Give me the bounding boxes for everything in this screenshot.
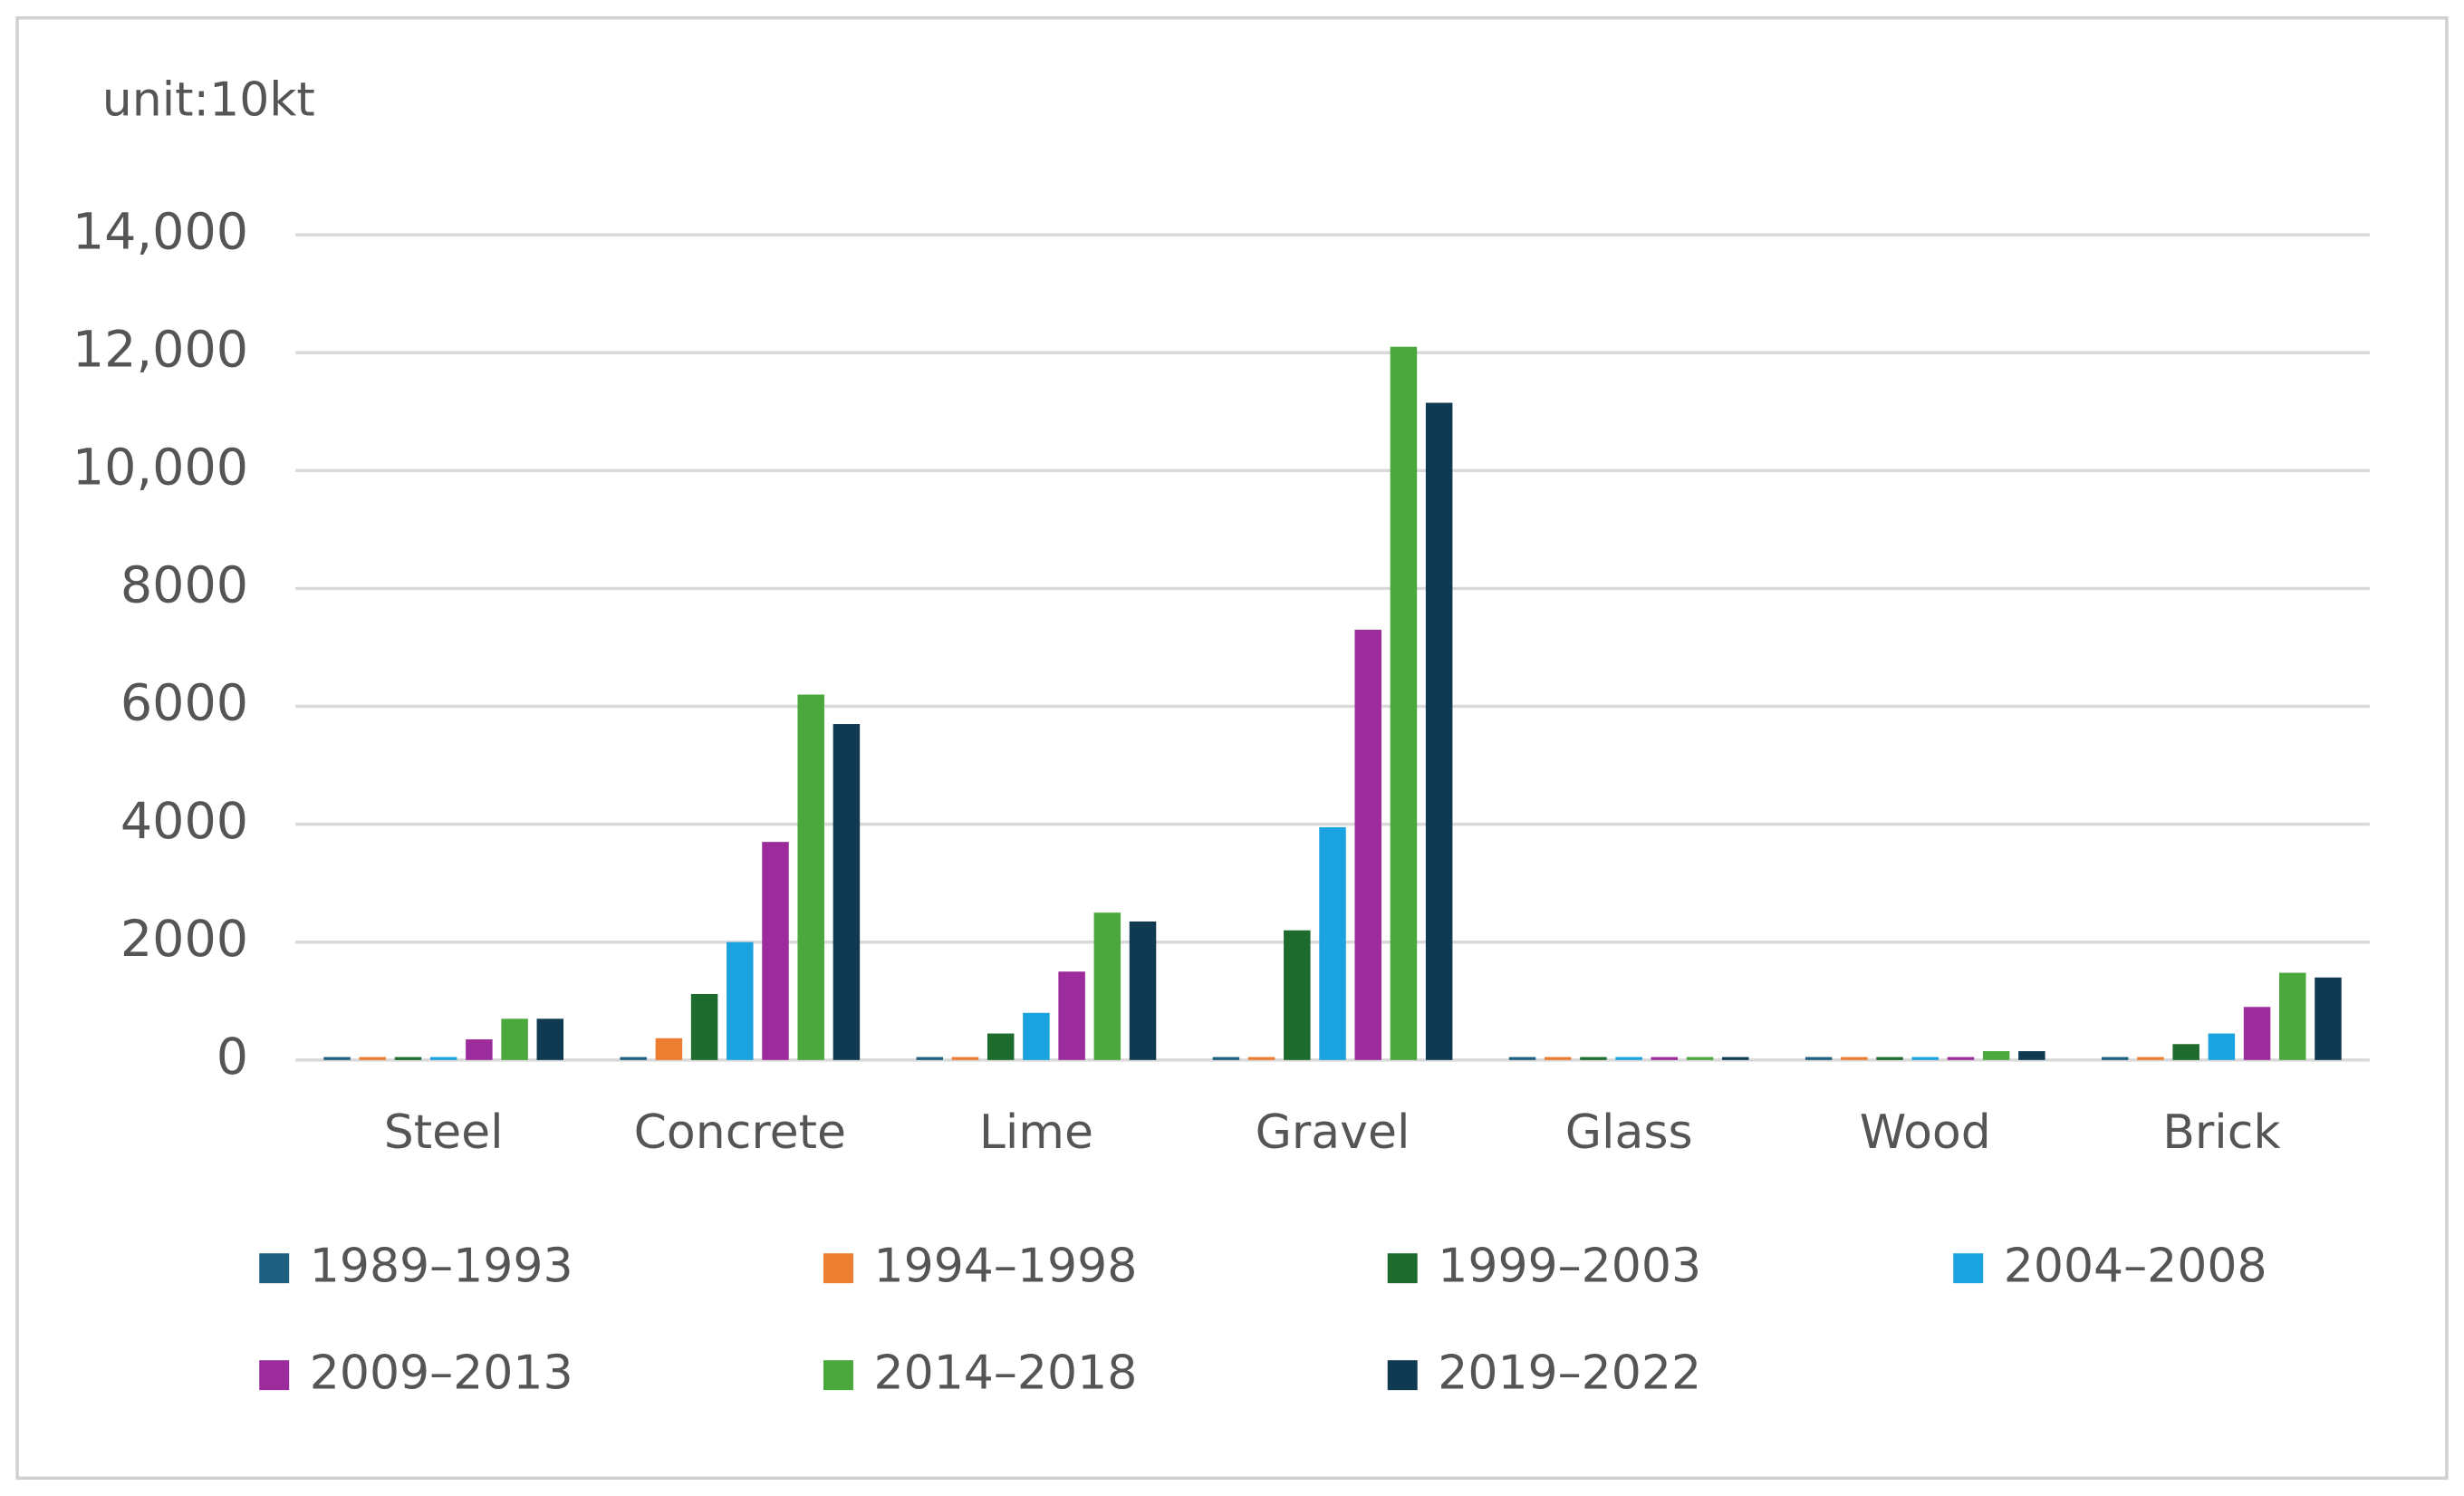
legend-swatch <box>259 1253 290 1284</box>
bar <box>1129 921 1157 1060</box>
legend-label: 2009–2013 <box>310 1346 573 1401</box>
y-tick-label: 6000 <box>120 674 248 733</box>
bar <box>1319 826 1346 1060</box>
legend-label: 2014–2018 <box>873 1346 1137 1401</box>
bar <box>797 694 824 1060</box>
legend-swatch <box>1387 1253 1418 1284</box>
legend-label: 2004–2008 <box>2004 1240 2267 1294</box>
bar <box>655 1038 683 1060</box>
bar <box>762 842 789 1060</box>
bar <box>2137 1057 2164 1060</box>
bar <box>1354 629 1381 1060</box>
bar <box>1425 402 1453 1060</box>
legend-swatch <box>823 1253 853 1284</box>
bar <box>1284 930 1311 1060</box>
bar <box>2279 972 2306 1060</box>
bar <box>1508 1057 1536 1060</box>
x-tick-label: Wood <box>1860 1105 1991 1160</box>
bar <box>727 941 754 1060</box>
bar <box>951 1057 979 1060</box>
y-tick-label: 8000 <box>120 556 248 615</box>
bar <box>1093 912 1121 1060</box>
bar <box>1247 1057 1275 1060</box>
bar <box>2315 977 2342 1060</box>
bar <box>1911 1057 1939 1060</box>
bar <box>1615 1057 1642 1060</box>
bar <box>1982 1051 2010 1060</box>
x-tick-label: Concrete <box>634 1105 846 1160</box>
bar <box>1651 1057 1679 1060</box>
legend-label: 1999–2003 <box>1438 1240 1701 1294</box>
legend-swatch <box>1387 1360 1418 1391</box>
y-tick-label: 12,000 <box>72 320 248 379</box>
bar <box>1841 1057 1868 1060</box>
bar <box>1058 971 1085 1060</box>
bar <box>2208 1033 2236 1060</box>
legend-label: 2019–2022 <box>1438 1346 1701 1401</box>
unit-label: unit:10kt <box>102 72 315 127</box>
bar <box>1876 1057 1903 1060</box>
bar <box>466 1039 493 1060</box>
bar <box>916 1057 944 1060</box>
bar <box>1947 1057 1975 1060</box>
bar <box>620 1057 647 1060</box>
bar <box>2243 1007 2271 1060</box>
bar <box>833 724 861 1060</box>
bar <box>2172 1044 2199 1060</box>
bar <box>323 1057 351 1060</box>
x-tick-label: Steel <box>384 1105 504 1160</box>
bar <box>1722 1057 1749 1060</box>
x-tick-label: Gravel <box>1256 1105 1410 1160</box>
bar <box>1544 1057 1572 1060</box>
bar <box>429 1057 457 1060</box>
bar <box>501 1018 528 1060</box>
bar <box>690 993 718 1060</box>
y-tick-label: 10,000 <box>72 438 248 497</box>
bar <box>1805 1057 1833 1060</box>
x-tick-label: Brick <box>2162 1105 2280 1160</box>
y-tick-label: 4000 <box>120 792 248 851</box>
bar <box>359 1057 387 1060</box>
x-tick-label: Lime <box>979 1105 1093 1160</box>
bar <box>1686 1057 1714 1060</box>
y-tick-label: 14,000 <box>72 202 248 261</box>
y-tick-label: 0 <box>217 1028 248 1086</box>
legend-swatch <box>259 1360 290 1391</box>
bar <box>1212 1057 1240 1060</box>
legend-label: 1989–1993 <box>310 1240 573 1294</box>
bar <box>2102 1057 2129 1060</box>
bar <box>987 1033 1015 1060</box>
legend-swatch <box>1953 1253 1984 1284</box>
bar <box>2018 1051 2045 1060</box>
bar <box>1580 1057 1607 1060</box>
legend-label: 1994–1998 <box>873 1240 1137 1294</box>
legend-swatch <box>823 1360 853 1391</box>
chart-border <box>15 16 2449 1480</box>
x-tick-label: Glass <box>1565 1105 1693 1160</box>
y-tick-label: 2000 <box>120 910 248 969</box>
bar <box>1390 346 1418 1060</box>
bar <box>1023 1012 1050 1060</box>
bar <box>394 1057 422 1060</box>
bar <box>536 1018 564 1060</box>
